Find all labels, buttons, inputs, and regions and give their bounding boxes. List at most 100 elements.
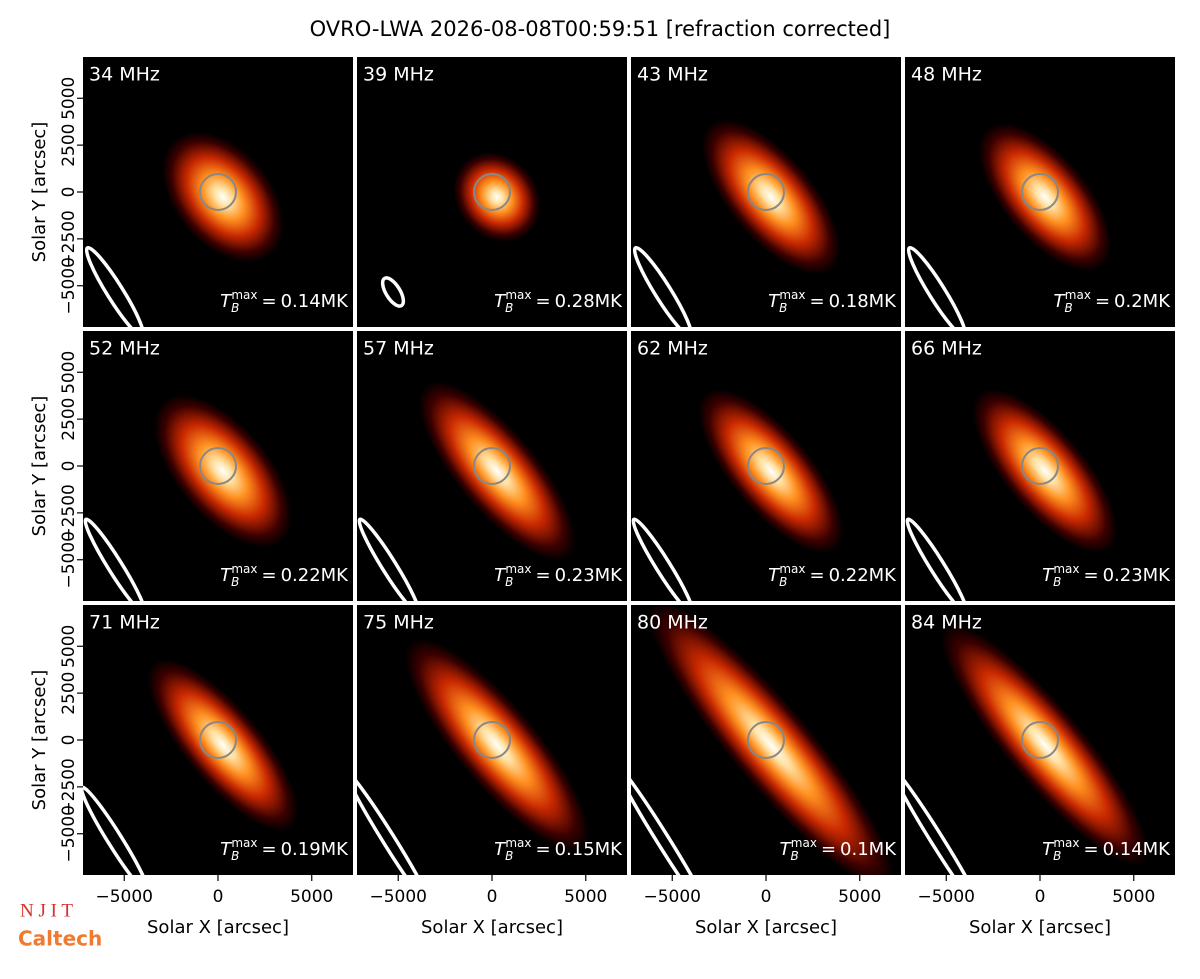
- emission-image: [648, 605, 894, 875]
- tb-sup: max: [505, 836, 531, 850]
- y-tick-label: 5000: [59, 351, 79, 394]
- tb-max-label: TBmax = 0.23MK: [494, 562, 623, 589]
- tb-value: 0.14MK: [1103, 839, 1172, 860]
- solar-disk: [473, 173, 511, 211]
- tb-sup: max: [1053, 562, 1079, 576]
- y-tick-label: 0: [59, 461, 79, 472]
- tb-symbol: T: [494, 839, 507, 860]
- tb-sub: B: [1065, 301, 1073, 315]
- emission-image: [147, 658, 299, 832]
- frequency-label: 39 MHz: [363, 64, 434, 86]
- frequency-label: 43 MHz: [637, 64, 708, 86]
- panel: [631, 57, 901, 327]
- solar-disk: [747, 173, 785, 211]
- emission-image: [162, 131, 284, 263]
- solar-disk: [199, 173, 237, 211]
- tb-symbol: T: [1042, 839, 1055, 860]
- x-tick-label: 5000: [290, 887, 333, 907]
- panel: [357, 331, 627, 601]
- solar-disk: [1021, 173, 1059, 211]
- tb-sub: B: [505, 849, 513, 863]
- frequency-label: 34 MHz: [89, 64, 160, 86]
- frequency-label: 80 MHz: [637, 612, 708, 634]
- tb-max-label: TBmax = 0.2MK: [1054, 288, 1172, 315]
- tb-symbol: T: [220, 565, 233, 586]
- tb-symbol: T: [1054, 291, 1067, 312]
- beam: [631, 761, 713, 875]
- solar-disk: [473, 447, 511, 485]
- y-tick-label: −5000: [59, 531, 79, 589]
- tb-sup: max: [231, 836, 257, 850]
- x-tick-label: −5000: [643, 887, 701, 907]
- panel: [357, 605, 627, 875]
- tb-eq: =: [821, 839, 836, 860]
- tb-eq: =: [1083, 839, 1098, 860]
- y-tick-label: 5000: [59, 625, 79, 668]
- tb-sub: B: [505, 575, 513, 589]
- x-tick-label: 0: [761, 887, 772, 907]
- tb-symbol: T: [780, 839, 793, 860]
- tb-symbol: T: [494, 291, 507, 312]
- tb-sub: B: [505, 301, 513, 315]
- y-axis-label: Solar Y [arcsec]: [29, 396, 50, 537]
- beam: [357, 770, 434, 875]
- tb-max-label: TBmax = 0.23MK: [1042, 562, 1171, 589]
- tb-symbol: T: [494, 565, 507, 586]
- tb-eq: =: [535, 291, 550, 312]
- solar-disk: [199, 447, 237, 485]
- tb-max-label: TBmax = 0.18MK: [768, 288, 897, 315]
- tb-eq: =: [535, 839, 550, 860]
- y-tick-label: 5000: [59, 77, 79, 120]
- figure-title: OVRO-LWA 2026-08-08T00:59:51 [refraction…: [310, 17, 891, 41]
- x-axis-label: Solar X [arcsec]: [969, 917, 1111, 938]
- tb-value: 0.15MK: [555, 839, 624, 860]
- y-tick-label: −2500: [59, 210, 79, 268]
- panel: [83, 605, 353, 875]
- tb-sub: B: [1053, 575, 1061, 589]
- x-tick-label: −5000: [369, 887, 427, 907]
- panel: [83, 331, 353, 601]
- y-axis-label: Solar Y [arcsec]: [29, 670, 50, 811]
- emission-image: [978, 122, 1112, 272]
- emission-image: [701, 119, 841, 275]
- beam: [83, 517, 147, 601]
- x-tick-label: 5000: [1112, 887, 1155, 907]
- emission-image: [453, 152, 541, 242]
- solar-disk: [199, 721, 237, 759]
- tb-sup: max: [791, 836, 817, 850]
- emission-image: [154, 394, 292, 548]
- tb-sub: B: [231, 301, 239, 315]
- tb-max-label: TBmax = 0.1MK: [780, 836, 898, 863]
- tb-max-label: TBmax = 0.19MK: [220, 836, 349, 863]
- tb-sup: max: [779, 562, 805, 576]
- y-tick-label: 0: [59, 187, 79, 198]
- frequency-label: 52 MHz: [89, 338, 160, 360]
- tb-value: 0.28MK: [555, 291, 624, 312]
- x-axis-label: Solar X [arcsec]: [147, 917, 289, 938]
- frequency-label: 84 MHz: [911, 612, 982, 634]
- logo-njit: N J I T: [20, 900, 73, 921]
- tb-sup: max: [1053, 836, 1079, 850]
- frequency-label: 75 MHz: [363, 612, 434, 634]
- x-tick-label: 0: [213, 887, 224, 907]
- y-axis-label: Solar Y [arcsec]: [29, 122, 50, 263]
- panel: [631, 331, 901, 601]
- panel: [905, 57, 1175, 327]
- solar-disk: [473, 721, 511, 759]
- tb-sub: B: [1053, 849, 1061, 863]
- emission-image: [404, 638, 590, 852]
- y-tick-label: 0: [59, 735, 79, 746]
- tb-value: 0.22MK: [281, 565, 350, 586]
- solar-disk: [747, 721, 785, 759]
- tb-eq: =: [1095, 291, 1110, 312]
- y-tick-label: −5000: [59, 805, 79, 863]
- tb-eq: =: [261, 565, 276, 586]
- emission-image: [941, 623, 1149, 867]
- x-axis-label: Solar X [arcsec]: [695, 917, 837, 938]
- panel: [905, 331, 1175, 601]
- tb-max-label: TBmax = 0.22MK: [768, 562, 897, 589]
- emission-image: [972, 388, 1118, 554]
- tb-eq: =: [1083, 565, 1098, 586]
- x-tick-label: 0: [487, 887, 498, 907]
- panel: [357, 57, 627, 327]
